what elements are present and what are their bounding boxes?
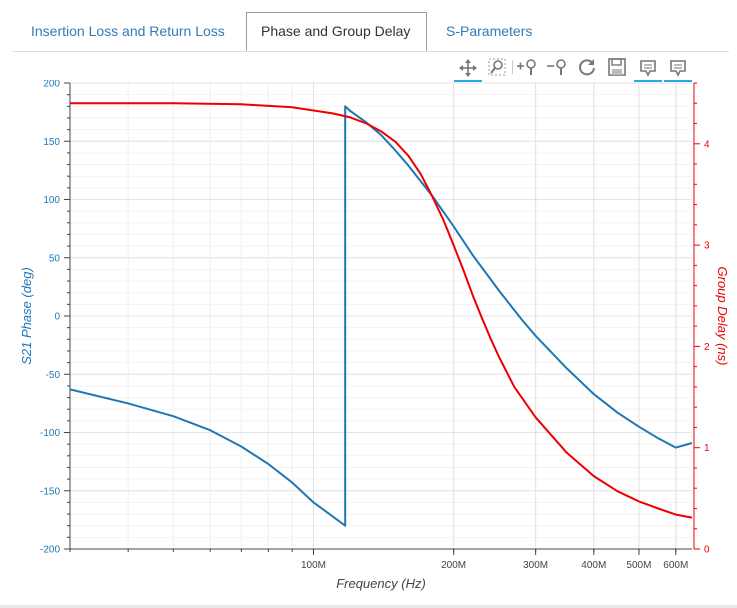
x-tick-label: 100M bbox=[301, 560, 326, 571]
pan-icon[interactable] bbox=[454, 56, 482, 82]
tab-phase-group-delay[interactable]: Phase and Group Delay bbox=[246, 12, 427, 51]
toolbar-separator bbox=[512, 60, 513, 74]
tab-bar: Insertion Loss and Return Loss Phase and… bbox=[0, 0, 737, 52]
y-left-tick-label: -200 bbox=[40, 545, 60, 556]
y-right-tick-label: 0 bbox=[704, 545, 710, 556]
tab-s-parameters[interactable]: S-Parameters bbox=[446, 23, 533, 39]
phase-group-delay-chart[interactable]: 100M 200M 300M 400M 500M 600M -200 -150 -100 -50 0… bbox=[0, 80, 737, 600]
y-right-tick-label: 2 bbox=[704, 342, 710, 353]
hover-tooltip-icon[interactable] bbox=[634, 56, 662, 82]
zoom-in-icon[interactable] bbox=[516, 56, 538, 78]
y-right-tick-label: 1 bbox=[704, 443, 710, 454]
y-left-tick-label: 0 bbox=[54, 312, 60, 323]
group-delay-series-line bbox=[70, 102, 693, 519]
y-right-tick-label: 3 bbox=[704, 241, 710, 252]
zoom-out-icon[interactable] bbox=[546, 56, 568, 78]
reset-icon[interactable] bbox=[576, 56, 598, 78]
page-bottom-border bbox=[0, 605, 737, 608]
save-icon[interactable] bbox=[606, 56, 628, 78]
tab-insertion-return-loss[interactable]: Insertion Loss and Return Loss bbox=[31, 23, 225, 39]
tab-bar-divider bbox=[12, 51, 729, 52]
x-tick-label: 500M bbox=[626, 560, 651, 571]
y-left-tick-label: 50 bbox=[49, 253, 61, 264]
x-tick-label: 300M bbox=[523, 560, 548, 571]
y-left-tick-label: -100 bbox=[40, 428, 60, 439]
y-left-tick-label: -50 bbox=[46, 370, 61, 381]
phase-series-line bbox=[69, 105, 693, 527]
x-tick-label: 200M bbox=[441, 560, 466, 571]
y-axis-left-label: S21 Phase (deg) bbox=[19, 267, 34, 365]
box-zoom-icon[interactable] bbox=[486, 56, 508, 78]
y-right-tick-label: 4 bbox=[704, 139, 710, 150]
x-axis-label: Frequency (Hz) bbox=[336, 576, 426, 591]
y-axis-right-label: Group Delay (ns) bbox=[715, 267, 730, 366]
x-tick-label: 400M bbox=[581, 560, 606, 571]
plot-toolbar bbox=[450, 54, 700, 82]
y-left-tick-label: 100 bbox=[43, 195, 60, 206]
y-left-tick-label: -150 bbox=[40, 486, 60, 497]
y-left-tick-label: 150 bbox=[43, 137, 60, 148]
y-left-tick-label: 200 bbox=[43, 80, 60, 90]
x-tick-label: 600M bbox=[663, 560, 688, 571]
hover-tooltip-icon[interactable] bbox=[664, 56, 692, 82]
